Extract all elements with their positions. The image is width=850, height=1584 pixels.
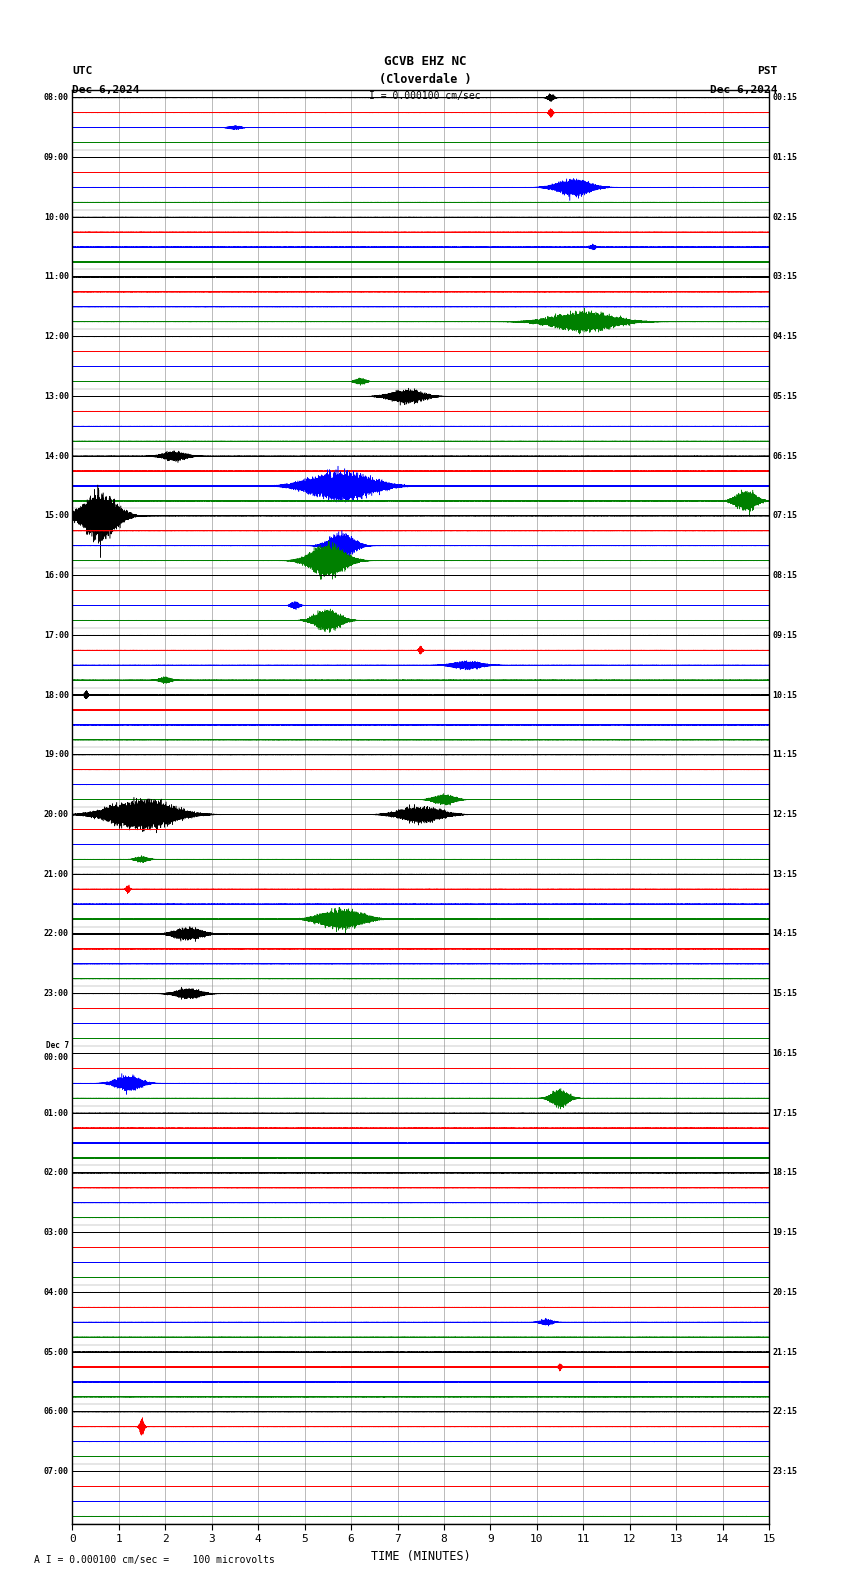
Text: 04:15: 04:15 — [773, 333, 798, 341]
Text: 19:15: 19:15 — [773, 1228, 798, 1237]
X-axis label: TIME (MINUTES): TIME (MINUTES) — [371, 1549, 471, 1563]
Text: 10:00: 10:00 — [43, 212, 69, 222]
Text: 13:00: 13:00 — [43, 391, 69, 401]
Text: 18:15: 18:15 — [773, 1169, 798, 1177]
Text: 20:15: 20:15 — [773, 1288, 798, 1297]
Text: 14:00: 14:00 — [43, 451, 69, 461]
Text: Dec 6,2024: Dec 6,2024 — [711, 86, 778, 95]
Text: 11:00: 11:00 — [43, 272, 69, 282]
Text: 07:15: 07:15 — [773, 512, 798, 521]
Text: 21:00: 21:00 — [43, 870, 69, 879]
Text: 02:00: 02:00 — [43, 1169, 69, 1177]
Text: 12:00: 12:00 — [43, 333, 69, 341]
Text: 16:15: 16:15 — [773, 1049, 798, 1058]
Text: 03:00: 03:00 — [43, 1228, 69, 1237]
Text: GCVB EHZ NC: GCVB EHZ NC — [383, 55, 467, 68]
Text: 10:15: 10:15 — [773, 691, 798, 700]
Text: 05:15: 05:15 — [773, 391, 798, 401]
Text: 22:15: 22:15 — [773, 1407, 798, 1416]
Text: 00:00: 00:00 — [43, 1053, 69, 1063]
Text: 17:15: 17:15 — [773, 1109, 798, 1118]
Text: (Cloverdale ): (Cloverdale ) — [379, 73, 471, 86]
Text: 23:15: 23:15 — [773, 1467, 798, 1476]
Text: 14:15: 14:15 — [773, 930, 798, 938]
Text: 05:00: 05:00 — [43, 1348, 69, 1356]
Text: 21:15: 21:15 — [773, 1348, 798, 1356]
Text: 15:15: 15:15 — [773, 988, 798, 998]
Text: 07:00: 07:00 — [43, 1467, 69, 1476]
Text: 03:15: 03:15 — [773, 272, 798, 282]
Text: Dec 7: Dec 7 — [46, 1041, 69, 1050]
Text: 01:00: 01:00 — [43, 1109, 69, 1118]
Text: 08:00: 08:00 — [43, 93, 69, 103]
Text: 00:15: 00:15 — [773, 93, 798, 103]
Text: 11:15: 11:15 — [773, 751, 798, 759]
Text: 18:00: 18:00 — [43, 691, 69, 700]
Text: 20:00: 20:00 — [43, 809, 69, 819]
Text: UTC: UTC — [72, 67, 93, 76]
Text: 04:00: 04:00 — [43, 1288, 69, 1297]
Text: 17:00: 17:00 — [43, 630, 69, 640]
Text: 19:00: 19:00 — [43, 751, 69, 759]
Text: 22:00: 22:00 — [43, 930, 69, 938]
Text: 09:15: 09:15 — [773, 630, 798, 640]
Text: 02:15: 02:15 — [773, 212, 798, 222]
Text: 06:00: 06:00 — [43, 1407, 69, 1416]
Text: 23:00: 23:00 — [43, 988, 69, 998]
Text: Dec 6,2024: Dec 6,2024 — [72, 86, 139, 95]
Text: 08:15: 08:15 — [773, 572, 798, 580]
Text: 01:15: 01:15 — [773, 154, 798, 162]
Text: I = 0.000100 cm/sec: I = 0.000100 cm/sec — [369, 92, 481, 101]
Text: 13:15: 13:15 — [773, 870, 798, 879]
Text: A I = 0.000100 cm/sec =    100 microvolts: A I = 0.000100 cm/sec = 100 microvolts — [34, 1555, 275, 1565]
Text: 15:00: 15:00 — [43, 512, 69, 521]
Text: 09:00: 09:00 — [43, 154, 69, 162]
Text: PST: PST — [757, 67, 778, 76]
Text: 12:15: 12:15 — [773, 809, 798, 819]
Text: 16:00: 16:00 — [43, 572, 69, 580]
Text: 06:15: 06:15 — [773, 451, 798, 461]
